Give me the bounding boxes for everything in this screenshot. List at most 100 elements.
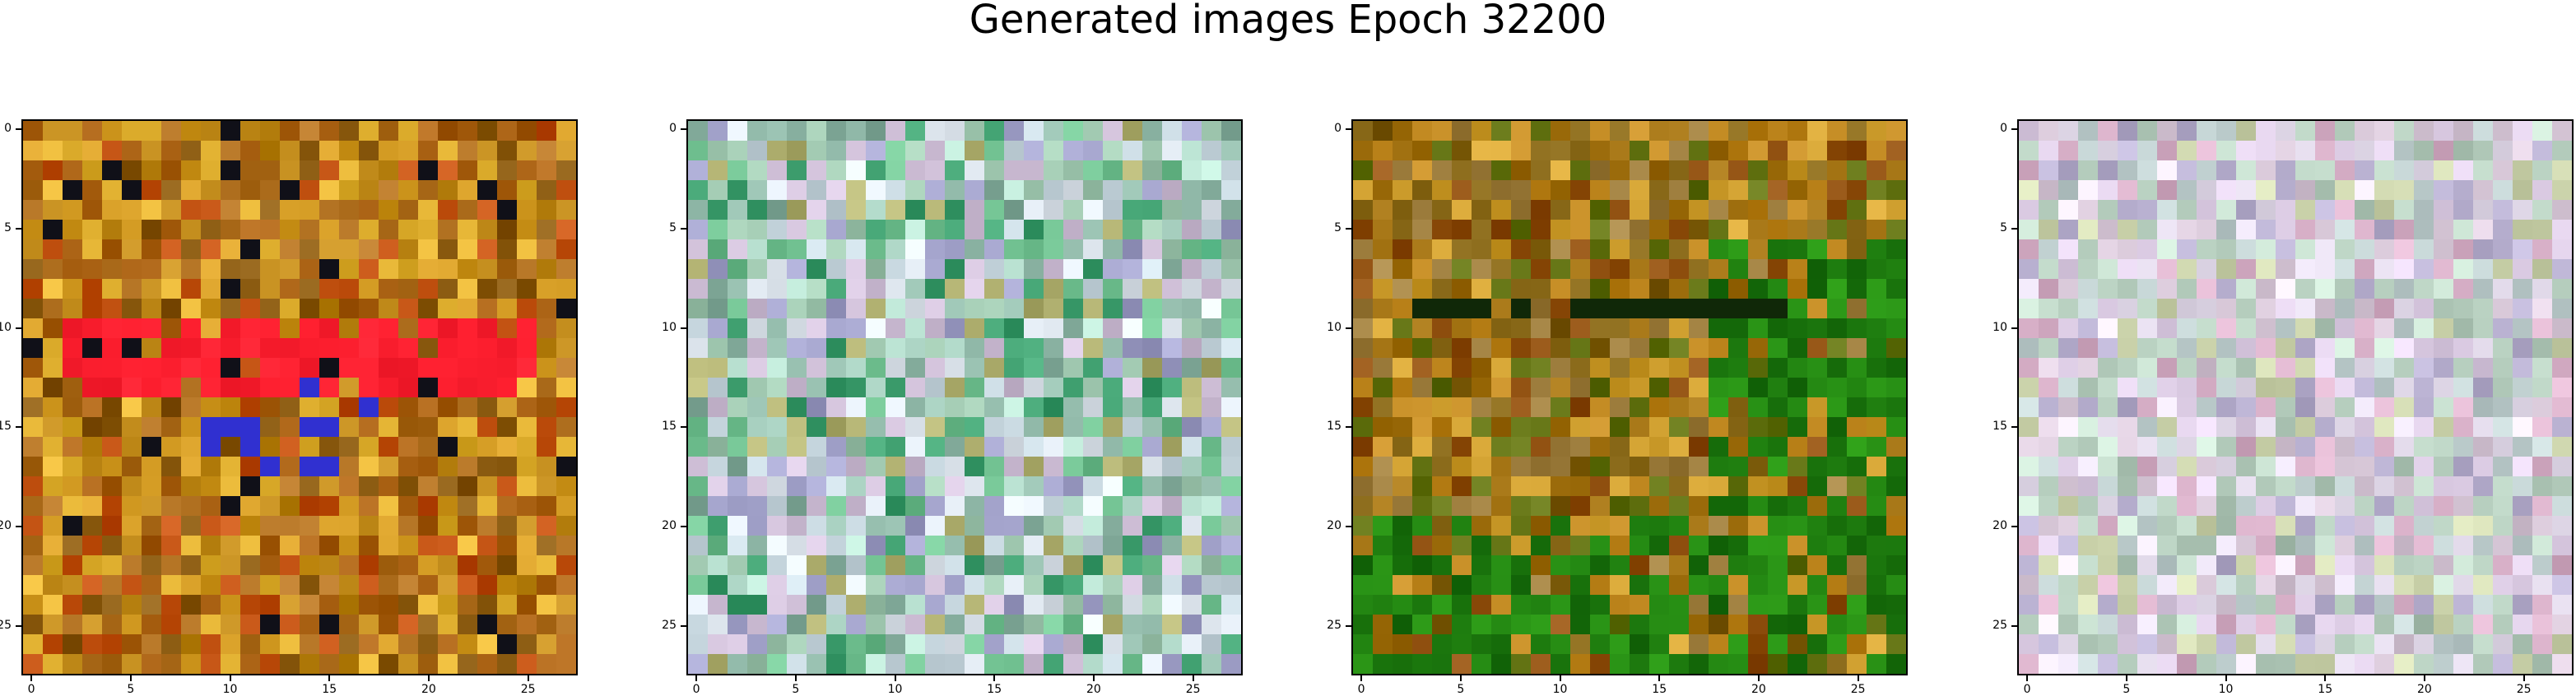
pixel-cell: [826, 476, 847, 497]
pixel-cell: [1182, 239, 1202, 260]
pixel-cell: [438, 634, 458, 655]
pixel-cell: [2355, 200, 2375, 220]
pixel-cell: [708, 595, 728, 615]
pixel-cell: [1827, 141, 1848, 161]
pixel-cell: [2137, 595, 2158, 615]
pixel-cell: [1472, 141, 1492, 161]
pixel-cell: [2197, 397, 2217, 418]
pixel-cell: [1142, 279, 1163, 299]
pixel-cell: [1221, 397, 1241, 418]
pixel-cell: [2394, 239, 2415, 260]
pixel-cell: [2019, 476, 2039, 497]
pixel-cell: [1531, 220, 1551, 240]
pixel-cell: [1511, 338, 1532, 359]
pixel-cell: [201, 516, 221, 536]
pixel-cell: [1748, 141, 1769, 161]
pixel-cell: [2157, 299, 2178, 319]
pixel-cell: [1669, 457, 1690, 477]
pixel-cell: [1004, 358, 1025, 378]
pixel-cell: [1768, 378, 1788, 398]
pixel-cell: [2157, 555, 2178, 576]
pixel-cell: [2335, 318, 2355, 339]
pixel-cell: [300, 121, 320, 142]
pixel-cell: [1748, 279, 1769, 299]
pixel-cell: [161, 417, 182, 438]
pixel-cell: [2216, 180, 2237, 201]
pixel-cell: [1748, 654, 1769, 674]
pixel-cell: [1123, 476, 1143, 497]
pixel-cell: [1004, 318, 1025, 339]
pixel-cell: [2019, 516, 2039, 536]
pixel-cell: [2256, 476, 2276, 497]
pixel-cell: [1142, 516, 1163, 536]
pixel-cell: [2276, 180, 2296, 201]
pixel-cell: [359, 279, 379, 299]
pixel-cell: [2335, 516, 2355, 536]
pixel-cell: [260, 575, 281, 596]
pixel-cell: [438, 417, 458, 438]
pixel-cell: [2256, 457, 2276, 477]
pixel-cell: [221, 338, 241, 359]
pixel-cell: [925, 457, 946, 477]
pixel-cell: [767, 496, 788, 517]
pixel-cell: [497, 417, 518, 438]
pixel-cell: [1432, 279, 1453, 299]
pixel-cell: [2513, 634, 2533, 655]
pixel-cell: [1412, 141, 1433, 161]
pixel-cell: [240, 555, 261, 576]
pixel-cell: [181, 634, 202, 655]
pixel-cell: [1867, 220, 1887, 240]
pixel-cell: [1551, 141, 1571, 161]
pixel-cell: [2177, 318, 2197, 339]
pixel-cell: [1570, 634, 1591, 655]
pixel-cell: [102, 239, 123, 260]
pixel-cell: [458, 338, 478, 359]
pixel-cell: [2394, 654, 2415, 674]
pixel-cell: [866, 121, 886, 142]
pixel-cell: [1083, 555, 1104, 576]
pixel-cell: [1788, 318, 1808, 339]
pixel-cell: [1827, 397, 1848, 418]
pixel-cell: [43, 299, 63, 319]
pixel-cell: [1649, 397, 1670, 418]
pixel-cell: [747, 160, 768, 181]
pixel-cell: [2414, 239, 2434, 260]
pixel-cell: [1162, 496, 1183, 517]
pixel-cell: [537, 180, 557, 201]
pixel-cell: [1004, 121, 1025, 142]
pixel-cell: [2236, 496, 2257, 517]
pixel-cell: [1004, 516, 1025, 536]
pixel-cell: [2513, 299, 2533, 319]
pixel-cell: [2355, 239, 2375, 260]
pixel-cell: [2374, 259, 2395, 280]
pixel-cell: [1551, 259, 1571, 280]
pixel-cell: [2493, 160, 2513, 181]
pixel-cell: [537, 239, 557, 260]
pixel-cell: [63, 575, 83, 596]
pixel-cell: [2039, 160, 2059, 181]
pixel-cell: [747, 654, 768, 674]
pixel-cell: [2532, 457, 2553, 477]
pixel-cell: [2315, 595, 2336, 615]
pixel-cell: [2216, 378, 2237, 398]
pixel-cell: [458, 634, 478, 655]
pixel-cell: [708, 121, 728, 142]
pixel-cell: [2513, 595, 2533, 615]
pixel-cell: [398, 397, 419, 418]
pixel-cell: [945, 318, 965, 339]
pixel-cell: [1551, 516, 1571, 536]
pixel-cell: [708, 437, 728, 457]
pixel-cell: [1768, 318, 1788, 339]
pixel-cell: [181, 239, 202, 260]
pixel-cell: [1373, 397, 1393, 418]
pixel-cell: [1491, 358, 1512, 378]
pixel-cell: [556, 259, 576, 280]
pixel-cell: [1630, 239, 1650, 260]
pixel-cell: [2335, 496, 2355, 517]
pixel-cell: [1847, 200, 1867, 220]
pixel-cell: [181, 160, 202, 181]
pixel-cell: [1886, 654, 1906, 674]
pixel-cell: [905, 160, 926, 181]
pixel-cell: [122, 338, 142, 359]
pixel-cell: [1847, 397, 1867, 418]
